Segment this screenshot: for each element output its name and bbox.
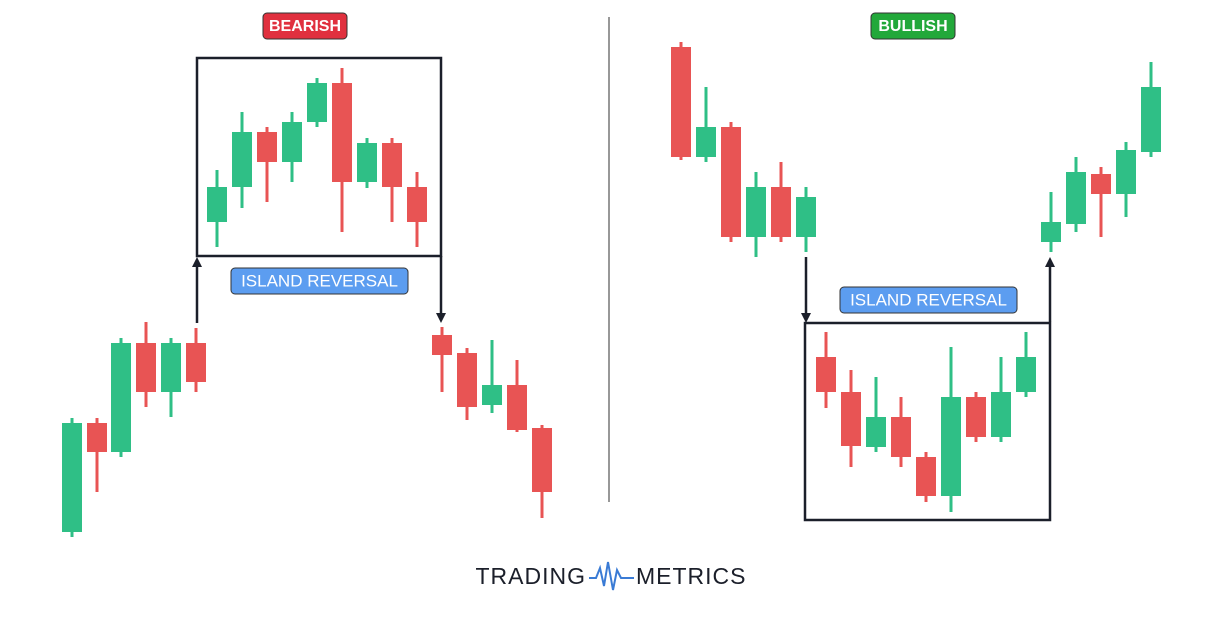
island-box: [803, 321, 1052, 522]
candle-body: [1116, 150, 1136, 194]
candle-body: [771, 187, 791, 237]
candle-body: [87, 423, 107, 452]
candle-body: [671, 47, 691, 157]
candle-body: [891, 417, 911, 457]
candle-body: [186, 343, 206, 382]
candle-body: [62, 423, 82, 532]
candle-body: [111, 343, 131, 452]
candle-body: [161, 343, 181, 392]
candle-body: [136, 343, 156, 392]
candle-body: [257, 132, 277, 162]
badge: [870, 12, 956, 40]
candle-body: [232, 132, 252, 187]
badge: [262, 12, 348, 40]
logo-text: TRADING: [476, 563, 587, 589]
candle-body: [966, 397, 986, 437]
label-box: [839, 286, 1018, 314]
logo-text: METRICS: [636, 563, 747, 589]
candle-body: [866, 417, 886, 447]
candle-body: [307, 83, 327, 122]
candle-body: [746, 187, 766, 237]
island-box: [195, 56, 443, 258]
candle-body: [841, 392, 861, 446]
candle-body: [796, 197, 816, 237]
candle-body: [482, 385, 502, 405]
candle-body: [816, 357, 836, 392]
candle-body: [432, 335, 452, 355]
candle-body: [1091, 174, 1111, 194]
logo-wave: [589, 561, 634, 591]
candle-body: [532, 428, 552, 492]
candle-body: [457, 353, 477, 407]
label-text: ISLAND REVERSAL: [241, 271, 398, 290]
candle-body: [357, 143, 377, 182]
candle-body: [991, 392, 1011, 437]
candle-body: [1041, 222, 1061, 242]
candle-body: [916, 457, 936, 496]
label-box: [230, 267, 409, 295]
candle-body: [1141, 87, 1161, 152]
candle-body: [1016, 357, 1036, 392]
candles: [62, 42, 1161, 537]
candle-body: [207, 187, 227, 222]
candle-body: [696, 127, 716, 157]
badge-text: BEARISH: [269, 18, 341, 35]
candle-body: [721, 127, 741, 237]
candle-body: [382, 143, 402, 187]
candle-body: [282, 122, 302, 162]
candle-body: [507, 385, 527, 430]
candle-body: [407, 187, 427, 222]
candle-body: [332, 83, 352, 182]
candle-body: [1066, 172, 1086, 224]
badge-text: BULLISH: [878, 18, 947, 35]
label-text: ISLAND REVERSAL: [850, 290, 1007, 309]
candle-body: [941, 397, 961, 496]
